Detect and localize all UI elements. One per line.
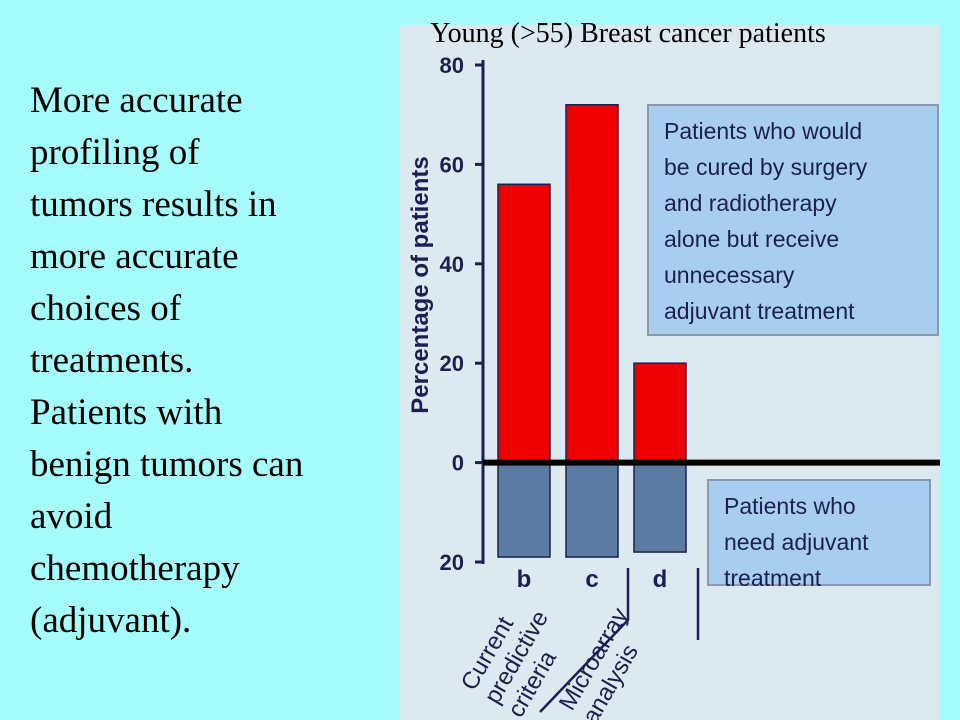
legend-box bbox=[707, 479, 931, 586]
x-tick-label: c bbox=[585, 566, 598, 593]
body-line: avoid bbox=[30, 496, 113, 537]
body-line: tumors results in bbox=[30, 184, 277, 225]
body-line: More accurate bbox=[30, 80, 243, 121]
body-line: profiling of bbox=[30, 132, 200, 173]
bar bbox=[565, 104, 619, 464]
legend-label: Patients who need adjuvant treatment bbox=[724, 493, 869, 591]
bar bbox=[633, 362, 687, 464]
y-tick-label: 20 bbox=[440, 550, 464, 575]
y-tick-label: 40 bbox=[440, 252, 464, 277]
y-tick-label: 80 bbox=[440, 53, 464, 78]
body-line: (adjuvant). bbox=[30, 600, 191, 641]
chart-title: Young (>55) Breast cancer patients bbox=[430, 18, 826, 49]
body-line: treatments. bbox=[30, 340, 193, 381]
y-axis-label: Percentage of patients bbox=[407, 156, 434, 413]
y-tick-label: 60 bbox=[440, 152, 464, 177]
bar bbox=[565, 461, 619, 558]
body-line: chemotherapy bbox=[30, 548, 240, 589]
legend-box bbox=[647, 104, 939, 336]
y-tick-label: 20 bbox=[440, 351, 464, 376]
x-tick-label: b bbox=[517, 566, 532, 593]
bar bbox=[497, 461, 551, 558]
bar bbox=[633, 461, 687, 553]
legend-label: Patients who would be cured by surgery and… bbox=[664, 118, 868, 324]
x-tick-label: d bbox=[653, 566, 668, 593]
body-line: benign tumors can bbox=[30, 444, 303, 485]
group-divider bbox=[539, 568, 630, 713]
body-text: More accurate profiling of tumors results … bbox=[30, 80, 303, 641]
body-line: choices of bbox=[30, 288, 182, 329]
body-line: more accurate bbox=[30, 236, 239, 277]
body-line: Patients with bbox=[30, 392, 223, 433]
y-tick-label: 0 bbox=[452, 451, 464, 476]
bar bbox=[497, 183, 551, 464]
